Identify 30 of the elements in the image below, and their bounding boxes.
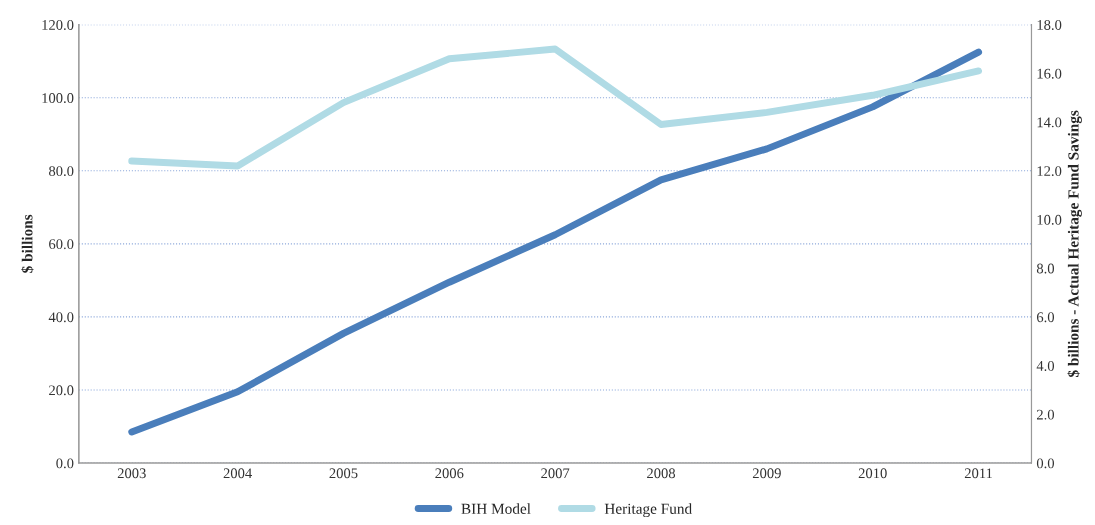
x-tick-label: 2003 bbox=[117, 468, 146, 479]
legend-label: BIH Model bbox=[461, 503, 531, 514]
y-tick-label: 80.0 bbox=[49, 166, 74, 177]
y-tick-label: 0.0 bbox=[56, 458, 74, 469]
x-tick-label: 2008 bbox=[647, 468, 676, 479]
x-tick-label: 2011 bbox=[964, 468, 992, 479]
x-tick-label: 2009 bbox=[752, 468, 781, 479]
y2-tick-label: 18.0 bbox=[1037, 20, 1062, 30]
x-tick-label: 2007 bbox=[541, 468, 570, 479]
legend-label: Heritage Fund bbox=[604, 503, 692, 518]
y-axis-title: $ billions bbox=[21, 214, 34, 273]
y2-tick-label: 16.0 bbox=[1037, 68, 1062, 79]
y2-tick-label: 4.0 bbox=[1036, 361, 1055, 371]
y2-tick-label: 6.0 bbox=[1036, 312, 1055, 323]
x-tick-label: 2005 bbox=[329, 468, 358, 479]
x-tick-label: 2004 bbox=[223, 468, 252, 479]
y2-tick-label: 0.0 bbox=[1036, 458, 1055, 469]
x-tick-label: 2006 bbox=[435, 468, 464, 479]
y-tick-label: 40.0 bbox=[48, 312, 74, 323]
y2-tick-label: 8.0 bbox=[1036, 263, 1055, 274]
y2-tick-label: 14.0 bbox=[1037, 117, 1062, 128]
y-tick-label: 100.0 bbox=[42, 93, 74, 103]
x-tick-label: 2010 bbox=[858, 468, 887, 479]
y2-tick-label: 2.0 bbox=[1036, 409, 1055, 420]
y2-axis-title: $ billions - Actual Heritage Fund Savings bbox=[1067, 110, 1082, 378]
y-tick-label: 60.0 bbox=[49, 239, 74, 250]
y2-tick-label: 12.0 bbox=[1037, 166, 1062, 177]
y-tick-label: 20.0 bbox=[49, 385, 74, 396]
y2-tick-label: 10.0 bbox=[1037, 214, 1062, 225]
y-tick-label: 120.0 bbox=[42, 20, 74, 30]
